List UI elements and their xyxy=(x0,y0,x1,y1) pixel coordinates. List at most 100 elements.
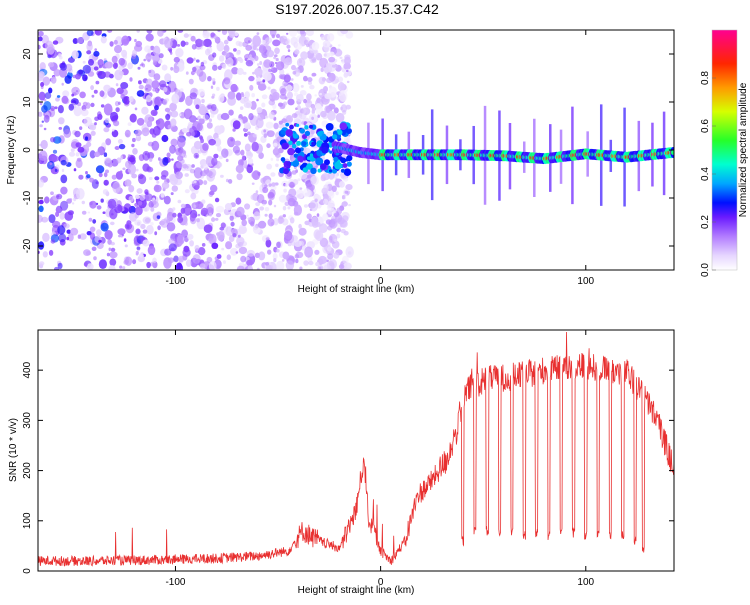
spectrogram-noise-blob xyxy=(282,214,286,218)
spectrogram-cluster-blob xyxy=(289,124,294,130)
spectrogram-noise-blob xyxy=(136,30,140,33)
spectrogram-noise-blob xyxy=(309,200,319,212)
spectrogram-noise-blob xyxy=(266,143,271,149)
spectrogram-noise-blob xyxy=(93,50,100,57)
spectrogram-noise-blob xyxy=(198,118,205,125)
spectrogram-noise-blob xyxy=(49,162,53,166)
spectrogram-noise-blob xyxy=(300,85,304,88)
spectrogram-noise-blob xyxy=(182,164,188,169)
spectrogram-noise-blob xyxy=(345,104,352,110)
colorbar-frame xyxy=(711,29,738,271)
spectrogram-noise-blob xyxy=(182,127,188,134)
spectrogram-noise-blob xyxy=(256,267,260,270)
spectrogram-cluster-blob xyxy=(295,147,301,154)
spectrogram-noise-blob xyxy=(153,184,162,193)
spectrogram-noise-blob xyxy=(302,188,311,198)
spectrogram-noise-blob xyxy=(116,157,122,164)
spectrogram-noise-blob xyxy=(278,74,284,80)
spectrogram-noise-blob xyxy=(296,105,301,111)
spectrogram-noise-blob xyxy=(329,51,335,57)
spectrogram-noise-blob xyxy=(48,249,54,256)
spectrogram-noise-blob xyxy=(286,44,291,49)
spectrogram-noise-blob xyxy=(247,131,251,136)
spectrogram-noise-blob xyxy=(306,93,312,101)
spectrogram-noise-blob xyxy=(326,77,333,84)
spectrogram-noise-blob xyxy=(234,140,241,146)
spectrogram-noise-blob xyxy=(207,104,213,109)
spectrogram-noise-blob xyxy=(124,244,128,248)
spectrogram-noise-blob xyxy=(317,114,321,118)
spectrogram-noise-blob xyxy=(82,74,88,82)
spectrogram-noise-blob xyxy=(122,266,126,270)
spectrogram-noise-blob xyxy=(267,249,272,255)
spectrogram-noise-blob xyxy=(134,107,138,111)
spectrogram-noise-blob xyxy=(199,64,206,71)
spectrogram-noise-blob xyxy=(39,261,45,266)
spectrogram-noise-blob xyxy=(198,103,207,115)
spectrogram-noise-blob xyxy=(343,262,352,270)
spectrogram-noise-blob xyxy=(60,62,67,71)
spectrogram-noise-blob xyxy=(134,194,140,199)
spectrogram-cluster-blob xyxy=(317,131,323,137)
spectrogram-noise-blob xyxy=(258,220,267,229)
spectrogram-noise-blob xyxy=(111,213,114,216)
spectrogram-noise-blob xyxy=(308,81,312,85)
spectrogram-noise-blob xyxy=(40,82,45,87)
spectrogram-noise-blob xyxy=(118,234,121,238)
spectrogram-noise-blob xyxy=(92,219,97,224)
spectrogram-noise-blob xyxy=(273,218,279,226)
spectrogram-noise-blob xyxy=(219,226,225,231)
spectrogram-noise-blob xyxy=(244,91,250,99)
spectrogram-noise-blob xyxy=(227,136,236,148)
spectrogram-noise-blob xyxy=(323,86,328,93)
spectrogram-noise-blob xyxy=(152,197,156,201)
spectrogram-noise-blob xyxy=(170,66,174,71)
spectrogram-noise-blob xyxy=(163,86,168,93)
spectrogram-noise-blob xyxy=(135,253,139,256)
spectrogram-cluster-blob xyxy=(280,130,286,135)
spectrogram-noise-blob xyxy=(144,114,153,125)
spectrogram-noise-blob xyxy=(230,83,238,93)
spectrogram-noise-blob xyxy=(247,265,253,270)
spectrogram-noise-blob xyxy=(57,105,64,114)
spectrogram-noise-blob xyxy=(145,95,152,103)
spectrogram-noise-blob xyxy=(201,98,205,104)
spectrogram-noise-blob xyxy=(144,45,152,53)
spectrogram-noise-blob xyxy=(241,92,244,96)
spectrogram-noise-blob xyxy=(289,181,295,188)
spectrogram-noise-blob xyxy=(232,145,240,154)
spectrogram-noise-blob xyxy=(189,126,198,137)
spectrogram-noise-blob xyxy=(272,252,278,260)
spectrogram-noise-blob xyxy=(304,246,313,258)
spectrogram-noise-blob xyxy=(244,97,249,102)
spectrogram-noise-blob xyxy=(290,78,294,81)
spectrogram-noise-blob xyxy=(215,213,222,218)
spectrogram-noise-blob xyxy=(144,207,148,212)
spectrogram-noise-blob xyxy=(303,39,309,46)
spectrogram-noise-blob xyxy=(52,149,58,154)
spectrogram-noise-blob xyxy=(299,187,303,190)
spectrogram-noise-blob xyxy=(217,145,222,152)
spectrogram-noise-blob xyxy=(268,100,272,105)
spectrogram-noise-blob xyxy=(268,183,272,187)
x-tick-label: 100 xyxy=(577,577,594,588)
spectrogram-noise-blob xyxy=(240,149,245,156)
spectrogram-noise-blob xyxy=(197,247,206,256)
spectrogram-noise-blob xyxy=(271,68,274,71)
spectrogram-noise-blob xyxy=(299,90,307,96)
spectrogram-noise-blob xyxy=(152,125,161,136)
spectrogram-noise-blob xyxy=(248,113,254,121)
spectrogram-noise-blob xyxy=(118,101,121,106)
spectrogram-noise-blob xyxy=(242,264,246,267)
spectrogram-noise-blob xyxy=(268,111,276,120)
spectrogram-noise-blob xyxy=(184,189,190,194)
spectrogram-noise-blob xyxy=(266,49,275,58)
spectrogram-cluster-blob xyxy=(328,169,333,173)
spectrogram-noise-blob xyxy=(74,130,81,138)
spectrogram-noise-blob xyxy=(265,239,272,248)
spectrogram-noise-blob xyxy=(272,39,281,47)
spectrogram-noise-blob xyxy=(53,69,61,77)
spectrogram-noise-blob xyxy=(148,69,152,74)
spectrogram-noise-blob xyxy=(315,103,322,110)
spectrogram-noise-blob xyxy=(43,127,47,131)
